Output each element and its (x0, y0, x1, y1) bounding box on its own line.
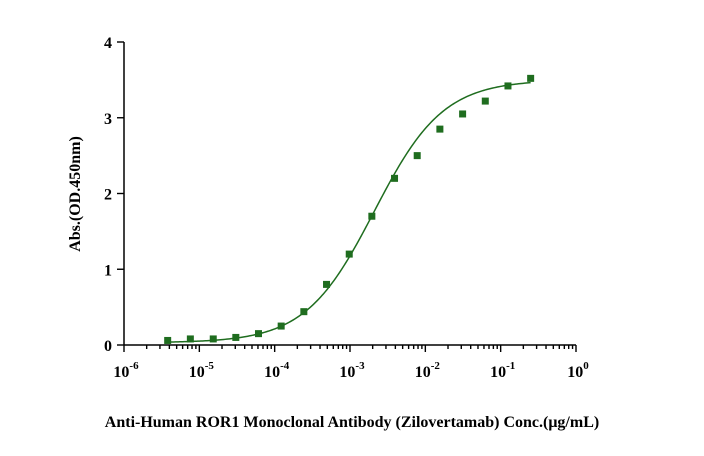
data-point (391, 174, 399, 182)
x-axis-ticks: 10-6 10-5 10-4 10-3 10-2 10-1 100 (113, 345, 589, 381)
y-tick-label: 0 (104, 338, 112, 355)
data-point (481, 97, 489, 105)
x-tick-label: 10-3 (339, 360, 365, 381)
data-point (209, 335, 217, 343)
x-tick-label: 100 (567, 360, 589, 381)
data-point (300, 308, 308, 316)
x-tick-label: 10-6 (113, 360, 139, 381)
data-point (413, 152, 421, 160)
data-point (254, 330, 262, 338)
x-tick-label: 10-4 (264, 360, 290, 381)
y-axis-ticks: 0 1 2 3 4 (104, 35, 124, 355)
x-axis-title: Anti-Human ROR1 Monoclonal Antibody (Zil… (105, 414, 599, 431)
y-tick-label: 1 (104, 262, 112, 279)
data-point (164, 336, 172, 344)
data-points (164, 74, 535, 344)
data-point (527, 74, 535, 82)
x-tick-label: 10-1 (490, 360, 515, 381)
data-point (277, 322, 285, 330)
y-tick-label: 4 (104, 35, 112, 52)
data-point (368, 212, 376, 220)
y-axis-title: Abs.(OD.450nm) (67, 136, 84, 252)
data-point (323, 280, 331, 288)
y-tick-label: 2 (104, 187, 112, 204)
data-point (345, 250, 353, 258)
data-point (459, 110, 467, 118)
data-point (436, 125, 444, 133)
y-tick-label: 3 (104, 111, 112, 128)
data-point (232, 333, 240, 341)
x-tick-label: 10-2 (415, 360, 441, 381)
data-point (186, 335, 194, 343)
data-point (504, 82, 512, 90)
fit-curve (167, 81, 531, 343)
x-tick-label: 10-5 (189, 360, 215, 381)
